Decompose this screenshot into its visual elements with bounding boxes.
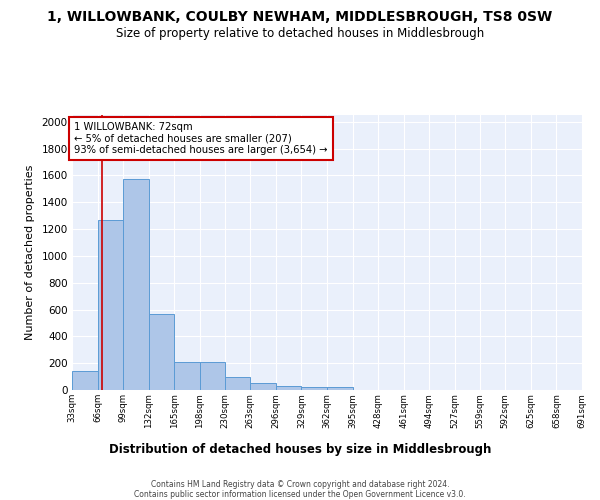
Bar — [123, 180, 149, 390]
Bar — [149, 314, 175, 390]
Text: Size of property relative to detached houses in Middlesbrough: Size of property relative to detached ho… — [116, 28, 484, 40]
Bar — [175, 362, 200, 390]
Bar — [72, 371, 98, 390]
Bar — [327, 388, 353, 390]
Bar — [276, 386, 301, 390]
Bar — [98, 220, 123, 390]
Bar — [200, 362, 224, 390]
Text: 1, WILLOWBANK, COULBY NEWHAM, MIDDLESBROUGH, TS8 0SW: 1, WILLOWBANK, COULBY NEWHAM, MIDDLESBRO… — [47, 10, 553, 24]
Bar — [301, 388, 327, 390]
Y-axis label: Number of detached properties: Number of detached properties — [25, 165, 35, 340]
Text: 1 WILLOWBANK: 72sqm
← 5% of detached houses are smaller (207)
93% of semi-detach: 1 WILLOWBANK: 72sqm ← 5% of detached hou… — [74, 122, 328, 155]
Text: Contains HM Land Registry data © Crown copyright and database right 2024.
Contai: Contains HM Land Registry data © Crown c… — [134, 480, 466, 500]
Bar — [224, 378, 250, 390]
Bar — [250, 384, 276, 390]
Text: Distribution of detached houses by size in Middlesbrough: Distribution of detached houses by size … — [109, 442, 491, 456]
